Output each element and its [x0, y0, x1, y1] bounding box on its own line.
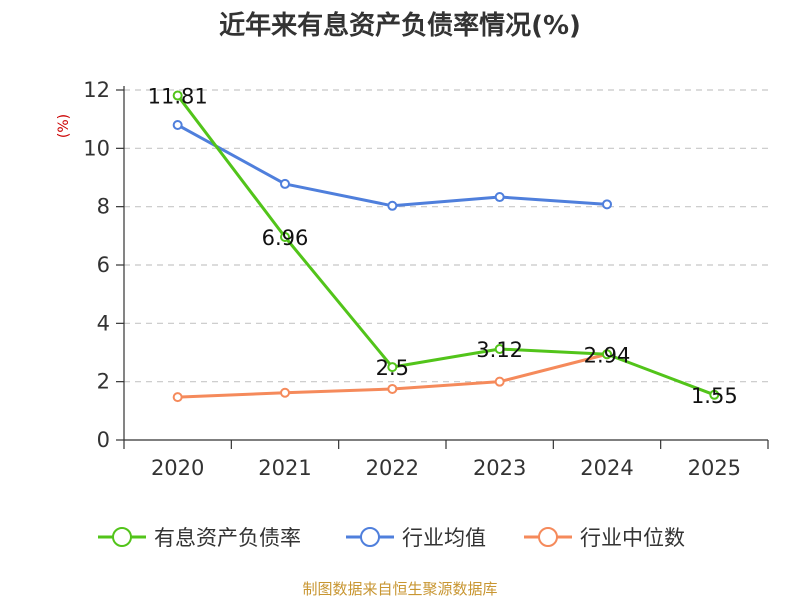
- data-point: [494, 376, 505, 387]
- y-tick-label: 0: [97, 428, 110, 452]
- grid-lines: [124, 89, 768, 383]
- data-label: 1.55: [691, 384, 738, 408]
- legend-item[interactable]: 行业中位数: [524, 526, 685, 550]
- data-point: [602, 199, 612, 210]
- series-0: [172, 90, 720, 400]
- legend-item[interactable]: 行业均值: [346, 526, 486, 550]
- x-tick-label: 2024: [580, 456, 633, 480]
- x-tick-label: 2022: [366, 456, 419, 480]
- axes: 0 2 4 6 8 10 12 2020 2021 2022 2023 2024 2025: [83, 78, 769, 480]
- y-tick-label: 8: [97, 195, 110, 219]
- y-axis-label: (%): [56, 114, 72, 138]
- data-label: 2.94: [584, 343, 631, 367]
- data-point: [172, 120, 183, 130]
- data-point: [172, 90, 183, 101]
- legend-marker: [112, 527, 132, 547]
- data-label: 2.5: [376, 356, 409, 380]
- series-layer: [172, 90, 720, 403]
- data-point: [387, 362, 398, 373]
- legend: 有息资产负债率 行业均值 行业中位数: [98, 526, 685, 550]
- data-point: [280, 178, 290, 189]
- chart-title: 近年来有息资产负债率情况(%): [219, 10, 581, 41]
- data-point: [494, 344, 505, 354]
- series-line: [176, 123, 608, 208]
- y-tick-label: 4: [97, 311, 110, 335]
- y-tick-label: 10: [83, 136, 110, 160]
- data-label: 3.12: [476, 338, 523, 362]
- data-point: [280, 387, 290, 398]
- data-point: [494, 192, 505, 203]
- y-tick-label: 6: [97, 253, 110, 277]
- data-point: [387, 383, 398, 394]
- data-label: 11.81: [148, 85, 208, 109]
- data-point: [387, 200, 398, 211]
- data-point: [172, 392, 183, 403]
- x-tick-label: 2021: [258, 456, 311, 480]
- data-label: 6.96: [262, 226, 309, 250]
- series-1: [172, 120, 612, 211]
- legend-label: 行业中位数: [580, 526, 685, 550]
- source-note: 制图数据来自恒生聚源数据库: [302, 580, 497, 598]
- data-point: [280, 232, 290, 242]
- data-labels: 11.81 6.96 2.5 3.12 2.94 1.55: [148, 85, 738, 408]
- y-tick-label: 2: [97, 370, 110, 394]
- series-2: [172, 349, 612, 403]
- series-line: [176, 94, 715, 397]
- x-tick-label: 2025: [688, 456, 741, 480]
- legend-item[interactable]: 有息资产负债率: [98, 526, 301, 550]
- legend-label: 行业均值: [402, 526, 486, 550]
- legend-marker: [538, 527, 558, 547]
- legend-label: 有息资产负债率: [154, 526, 301, 550]
- y-tick-label: 12: [83, 78, 110, 102]
- legend-marker: [360, 527, 380, 547]
- data-point: [602, 349, 612, 360]
- data-point: [709, 389, 720, 400]
- x-tick-label: 2023: [473, 456, 526, 480]
- x-tick-label: 2020: [151, 456, 204, 480]
